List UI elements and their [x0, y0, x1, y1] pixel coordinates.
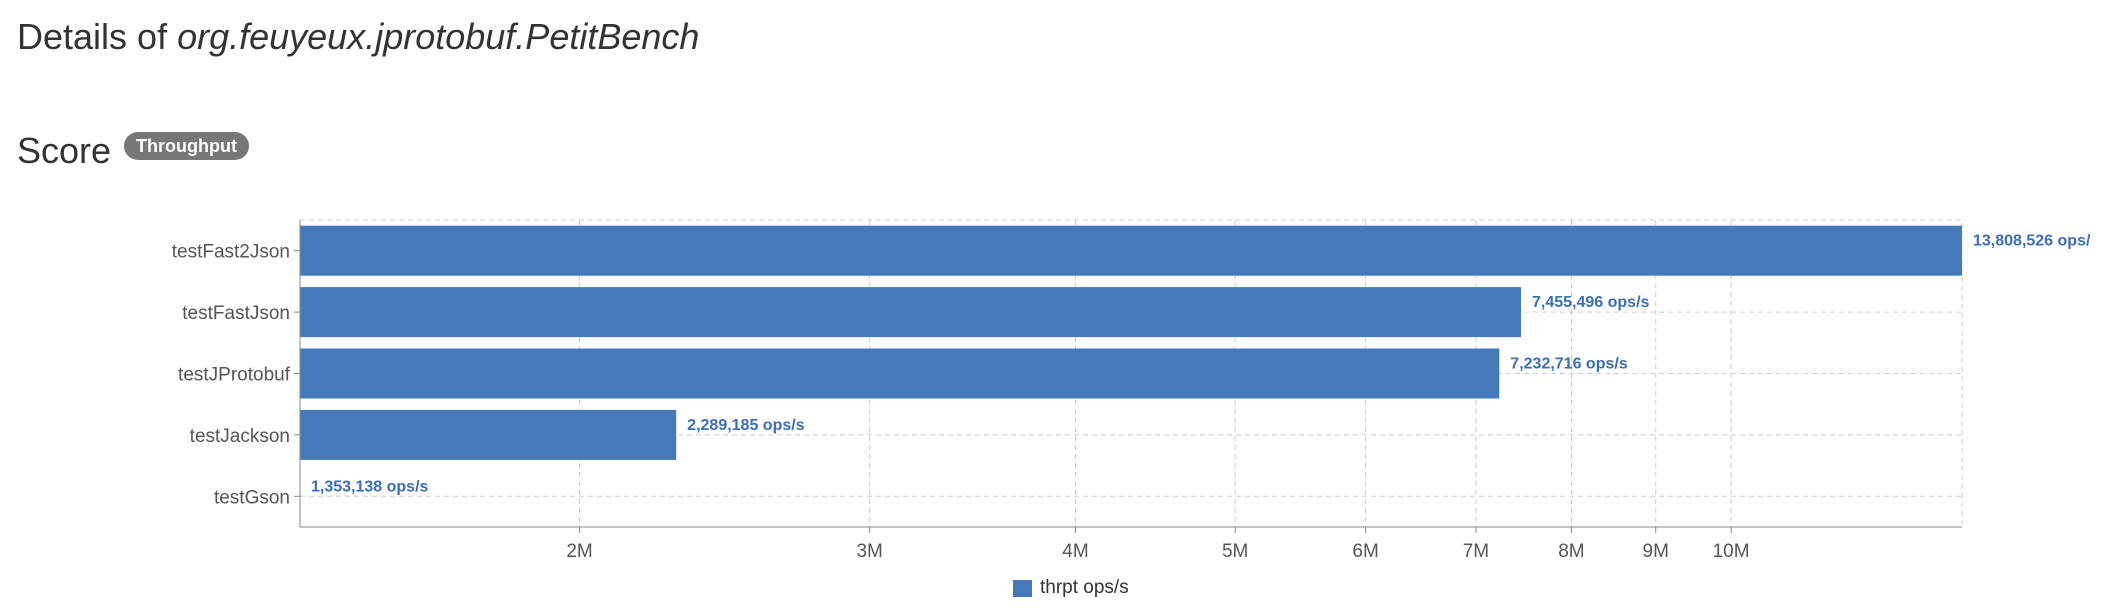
data-label: 7,232,716 ops/s: [1510, 356, 1628, 373]
bar-testFast2Json[interactable]: [300, 225, 1962, 276]
category-label: testFast2Json: [172, 242, 290, 263]
x-tick-label: 2M: [566, 541, 592, 562]
legend-swatch: [1013, 579, 1032, 597]
category-label: testJackson: [190, 426, 290, 447]
x-tick-label: 4M: [1062, 541, 1088, 562]
x-tick-label: 5M: [1222, 541, 1248, 562]
category-label: testFastJson: [182, 303, 290, 324]
data-label: 13,808,526 ops/: [1973, 233, 2091, 250]
score-heading: Score: [17, 130, 112, 171]
title-prefix: Details of: [17, 16, 178, 57]
benchmark-name: org.feuyeux.jprotobuf.PetitBench: [177, 16, 700, 57]
x-tick-label: 6M: [1352, 541, 1378, 562]
x-tick-label: 7M: [1463, 541, 1489, 562]
score-chart: 2M 3M 4M 5M 6M 7M 8M 9M 10M testFast2Json 13,808,5…: [172, 219, 2091, 562]
data-label: 7,455,496 ops/s: [1532, 294, 1650, 311]
page-title: Details of org.feuyeux.jprotobuf.PetitBe…: [17, 16, 699, 58]
bars: [300, 225, 1962, 460]
data-label: 1,353,138 ops/s: [311, 478, 429, 495]
bar-testJackson[interactable]: [300, 409, 677, 460]
category-label: testJProtobuf: [178, 365, 291, 386]
mode-badge: Throughput: [124, 132, 249, 160]
bar-testFastJson[interactable]: [300, 287, 1522, 338]
x-tick-label: 3M: [856, 541, 882, 562]
data-label: 2,289,185 ops/s: [687, 417, 805, 434]
x-tick-label: 9M: [1643, 541, 1669, 562]
legend-label: thrpt ops/s: [1040, 577, 1129, 598]
axes: [294, 220, 1962, 533]
bar-testJProtobuf[interactable]: [300, 348, 1500, 399]
labels: 2M 3M 4M 5M 6M 7M 8M 9M 10M testFast2Json 13,808,5…: [172, 233, 2091, 562]
x-tick-label: 8M: [1558, 541, 1584, 562]
category-label: testGson: [214, 487, 290, 508]
chart-legend[interactable]: thrpt ops/s: [1013, 577, 1129, 599]
x-tick-label: 10M: [1713, 541, 1750, 562]
